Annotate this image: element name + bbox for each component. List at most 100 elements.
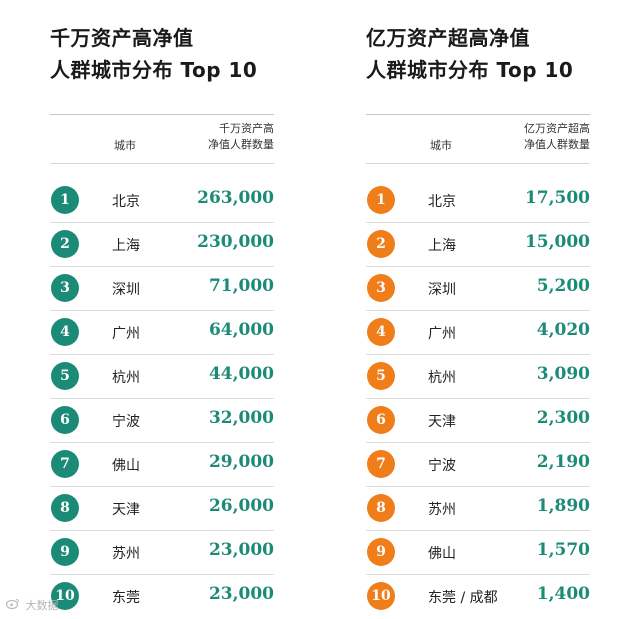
left-rank-row: 8 天津 26,000 bbox=[50, 487, 274, 531]
population-count: 64,000 bbox=[208, 320, 274, 340]
rank-badge: 9 bbox=[51, 538, 79, 566]
population-count: 263,000 bbox=[197, 188, 274, 208]
left-city-column-label: 城市 bbox=[114, 139, 136, 152]
population-count: 4,020 bbox=[536, 320, 590, 340]
right-rank-row: 3 深圳 5,200 bbox=[366, 267, 590, 311]
rank-badge: 6 bbox=[51, 406, 79, 434]
population-count: 1,890 bbox=[536, 496, 590, 516]
population-count: 44,000 bbox=[208, 364, 274, 384]
left-panel: 千万资产高净值 人群城市分布 Top 10 城市 千万资产高 净值人群数量 1 北… bbox=[50, 0, 310, 618]
right-value-column-label: 亿万资产超高 净值人群数量 bbox=[524, 122, 590, 151]
city-name: 宁波 bbox=[428, 458, 456, 474]
rank-badge: 4 bbox=[51, 318, 79, 346]
population-count: 32,000 bbox=[208, 408, 274, 428]
population-count: 23,000 bbox=[208, 540, 274, 560]
left-title-line1: 千万资产高净值 bbox=[50, 26, 194, 50]
city-name: 杭州 bbox=[428, 370, 456, 386]
city-name: 上海 bbox=[112, 238, 140, 254]
population-count: 15,000 bbox=[524, 232, 590, 252]
rank-badge: 3 bbox=[51, 274, 79, 302]
population-count: 17,500 bbox=[524, 188, 590, 208]
left-rank-list: 1 北京 263,000 2 上海 230,000 3 深圳 71,000 4 广州 64,000 5 杭… bbox=[50, 179, 274, 618]
rank-badge: 3 bbox=[367, 274, 395, 302]
rank-badge: 6 bbox=[367, 406, 395, 434]
city-name: 上海 bbox=[428, 238, 456, 254]
city-name: 广州 bbox=[112, 326, 140, 342]
rank-badge: 7 bbox=[51, 450, 79, 478]
rank-badge: 1 bbox=[367, 186, 395, 214]
city-name: 天津 bbox=[112, 502, 140, 518]
city-name: 苏州 bbox=[428, 502, 456, 518]
city-name: 东莞 / 成都 bbox=[428, 590, 498, 606]
population-count: 26,000 bbox=[208, 496, 274, 516]
population-count: 23,000 bbox=[208, 584, 274, 604]
watermark-text: 大数据 bbox=[25, 599, 59, 612]
right-rank-row: 4 广州 4,020 bbox=[366, 311, 590, 355]
right-title: 亿万资产超高净值 人群城市分布 Top 10 bbox=[366, 22, 626, 86]
left-rank-row: 9 苏州 23,000 bbox=[50, 531, 274, 575]
city-name: 广州 bbox=[428, 326, 456, 342]
population-count: 2,190 bbox=[536, 452, 590, 472]
left-rank-row: 1 北京 263,000 bbox=[50, 179, 274, 223]
city-name: 深圳 bbox=[428, 282, 456, 298]
left-rank-row: 3 深圳 71,000 bbox=[50, 267, 274, 311]
city-name: 宁波 bbox=[112, 414, 140, 430]
city-name: 杭州 bbox=[112, 370, 140, 386]
city-name: 佛山 bbox=[428, 546, 456, 562]
left-title-line2: 人群城市分布 Top 10 bbox=[50, 58, 258, 82]
city-name: 北京 bbox=[112, 194, 140, 210]
right-rank-row: 7 宁波 2,190 bbox=[366, 443, 590, 487]
right-rank-row: 6 天津 2,300 bbox=[366, 399, 590, 443]
watermark: 大数据 bbox=[5, 597, 59, 613]
rank-badge: 2 bbox=[51, 230, 79, 258]
rank-badge: 1 bbox=[51, 186, 79, 214]
left-rank-row: 7 佛山 29,000 bbox=[50, 443, 274, 487]
left-value-column-label: 千万资产高 净值人群数量 bbox=[208, 122, 274, 151]
city-name: 天津 bbox=[428, 414, 456, 430]
left-rank-row: 6 宁波 32,000 bbox=[50, 399, 274, 443]
rank-badge: 7 bbox=[367, 450, 395, 478]
right-column-header: 城市 亿万资产超高 净值人群数量 bbox=[366, 115, 590, 163]
population-count: 1,570 bbox=[536, 540, 590, 560]
right-rank-row: 2 上海 15,000 bbox=[366, 223, 590, 267]
left-rank-row: 4 广州 64,000 bbox=[50, 311, 274, 355]
right-rank-row: 8 苏州 1,890 bbox=[366, 487, 590, 531]
population-count: 230,000 bbox=[197, 232, 274, 252]
population-count: 3,090 bbox=[536, 364, 590, 384]
right-city-column-label: 城市 bbox=[430, 139, 452, 152]
population-count: 71,000 bbox=[208, 276, 274, 296]
rank-badge: 8 bbox=[367, 494, 395, 522]
right-panel: 亿万资产超高净值 人群城市分布 Top 10 城市 亿万资产超高 净值人群数量 … bbox=[366, 0, 626, 618]
right-title-line1: 亿万资产超高净值 bbox=[366, 26, 530, 50]
rank-badge: 10 bbox=[51, 582, 79, 610]
right-column-divider bbox=[366, 163, 590, 164]
rank-badge: 10 bbox=[367, 582, 395, 610]
city-name: 深圳 bbox=[112, 282, 140, 298]
rank-badge: 9 bbox=[367, 538, 395, 566]
population-count: 1,400 bbox=[536, 584, 590, 604]
right-rank-row: 1 北京 17,500 bbox=[366, 179, 590, 223]
right-rank-row: 10 东莞 / 成都 1,400 bbox=[366, 575, 590, 618]
rank-badge: 5 bbox=[51, 362, 79, 390]
city-name: 北京 bbox=[428, 194, 456, 210]
right-rank-row: 9 佛山 1,570 bbox=[366, 531, 590, 575]
left-column-header: 城市 千万资产高 净值人群数量 bbox=[50, 115, 274, 163]
rank-badge: 4 bbox=[367, 318, 395, 346]
left-rank-row: 2 上海 230,000 bbox=[50, 223, 274, 267]
right-rank-row: 5 杭州 3,090 bbox=[366, 355, 590, 399]
city-name: 苏州 bbox=[112, 546, 140, 562]
rank-badge: 5 bbox=[367, 362, 395, 390]
left-rank-row: 10 东莞 23,000 bbox=[50, 575, 274, 618]
population-count: 2,300 bbox=[536, 408, 590, 428]
left-header-divider bbox=[50, 114, 274, 115]
city-name: 佛山 bbox=[112, 458, 140, 474]
left-title: 千万资产高净值 人群城市分布 Top 10 bbox=[50, 22, 310, 86]
city-name: 东莞 bbox=[112, 590, 140, 606]
right-header-divider bbox=[366, 114, 590, 115]
left-column-divider bbox=[50, 163, 274, 164]
right-title-line2: 人群城市分布 Top 10 bbox=[366, 58, 574, 82]
population-count: 29,000 bbox=[208, 452, 274, 472]
rank-badge: 8 bbox=[51, 494, 79, 522]
left-rank-row: 5 杭州 44,000 bbox=[50, 355, 274, 399]
weibo-icon bbox=[5, 598, 20, 612]
